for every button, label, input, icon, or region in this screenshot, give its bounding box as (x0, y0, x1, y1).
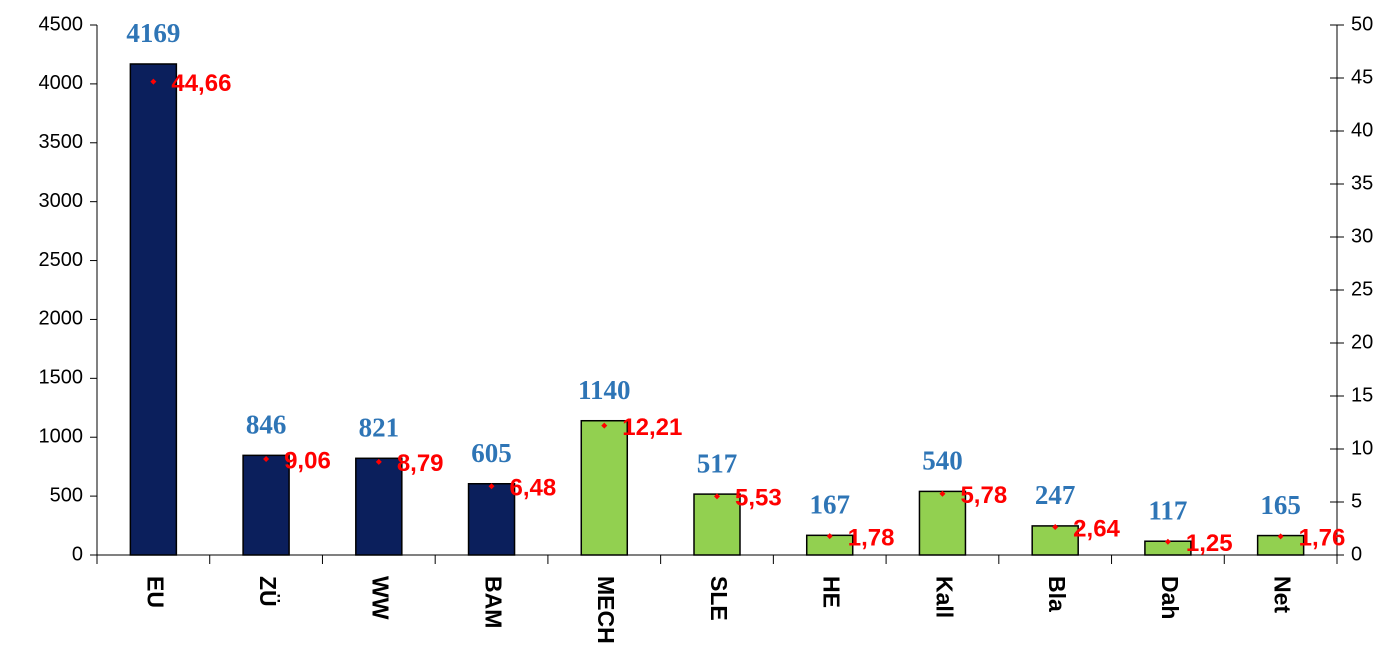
x-tick-label: MECH (593, 576, 619, 644)
point (488, 483, 495, 490)
x-tick-label: ZÜ (255, 576, 281, 607)
y-tick-label: 4500 (39, 13, 84, 35)
y2-tick-label: 25 (1351, 278, 1373, 300)
bar-value-label: 846 (246, 410, 287, 440)
bar-value-label: 517 (697, 448, 738, 478)
y2-tick-label: 45 (1351, 66, 1373, 88)
x-tick-label: BAM (480, 576, 506, 628)
y-tick-label: 0 (72, 543, 83, 565)
point-value-label: 1,78 (848, 524, 895, 551)
bar (129, 63, 178, 556)
point-value-label: 2,64 (1073, 515, 1120, 542)
y2-tick-label: 40 (1351, 119, 1373, 141)
y-tick-label: 3500 (39, 131, 84, 153)
bar-value-label: 165 (1260, 490, 1301, 520)
x-tick-label: WW (368, 576, 394, 620)
y2-tick-label: 0 (1351, 543, 1362, 565)
point (939, 490, 946, 497)
point (150, 78, 157, 85)
bar (242, 454, 290, 556)
point-value-label: 9,06 (284, 447, 331, 474)
y2-tick-label: 10 (1351, 437, 1373, 459)
bar-value-label: 117 (1148, 495, 1187, 525)
bar-value-label: 540 (922, 446, 963, 476)
point-value-label: 1,76 (1299, 525, 1346, 552)
x-tick-label: SLE (706, 576, 732, 621)
point-value-label: 5,53 (735, 485, 782, 512)
y-tick-label: 4000 (39, 72, 84, 94)
bar-value-label: 821 (359, 413, 400, 443)
x-tick-label: Dah (1157, 576, 1183, 619)
bar-value-label: 1140 (578, 375, 631, 405)
bar-value-label: 167 (809, 490, 850, 520)
point-value-label: 12,21 (622, 414, 682, 441)
bar (467, 482, 516, 556)
y-tick-label: 2000 (39, 308, 84, 330)
bar-value-label: 605 (471, 438, 512, 468)
y-tick-label: 1500 (39, 367, 84, 389)
bar-value-label: 247 (1035, 480, 1076, 510)
point-value-label: 8,79 (397, 450, 444, 477)
point-value-label: 44,66 (171, 70, 231, 97)
bar-value-label: 4169 (126, 18, 180, 48)
x-tick-label: EU (142, 576, 168, 608)
y2-tick-label: 20 (1351, 331, 1373, 353)
y2-tick-label: 5 (1351, 490, 1362, 512)
y-tick-label: 2500 (39, 249, 84, 271)
point (601, 422, 608, 429)
bar (693, 493, 741, 556)
x-tick-label: Bla (1044, 576, 1070, 612)
point-value-label: 6,48 (510, 475, 557, 502)
point-value-label: 1,25 (1186, 530, 1233, 557)
point (1052, 524, 1059, 531)
y-tick-label: 3000 (39, 190, 84, 212)
point (263, 455, 270, 462)
point (1164, 538, 1171, 545)
point (714, 493, 720, 500)
x-tick-label: Kall (931, 576, 957, 618)
bar (355, 457, 403, 556)
point (375, 458, 382, 465)
y2-tick-label: 30 (1351, 225, 1373, 247)
y-tick-label: 1000 (39, 426, 84, 448)
y2-tick-label: 35 (1351, 172, 1373, 194)
bar (580, 419, 629, 556)
point-value-label: 5,78 (960, 482, 1007, 509)
x-tick-label: Net (1270, 576, 1296, 613)
point (1277, 533, 1284, 540)
y-tick-label: 500 (50, 484, 83, 506)
x-tick-label: HE (819, 576, 845, 608)
bar (1031, 525, 1079, 556)
point (826, 533, 833, 540)
y2-tick-label: 50 (1351, 13, 1373, 35)
y2-tick-label: 15 (1351, 384, 1373, 406)
bar (918, 490, 967, 556)
